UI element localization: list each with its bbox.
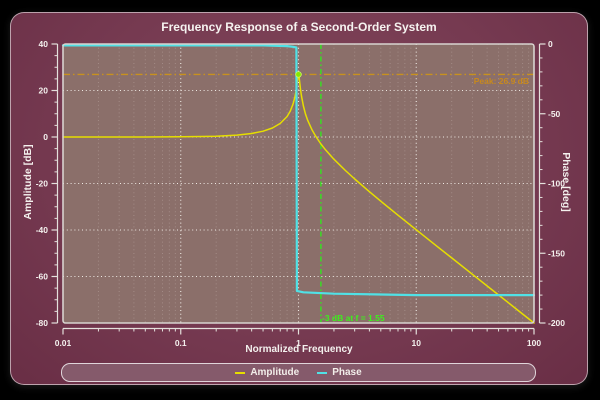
- phase-curve: [61, 44, 536, 297]
- left-tick-label: -20: [36, 179, 49, 189]
- plot-frame: [62, 43, 535, 324]
- x-axis-label: Normalized Frequency: [245, 344, 353, 355]
- left-tick-label: 40: [39, 39, 49, 49]
- amplitude-curve: [62, 73, 535, 324]
- bottom-tick-label: 0.01: [55, 338, 72, 348]
- left-tick-label: -80: [36, 318, 49, 328]
- left-tick-label: 20: [39, 86, 49, 96]
- plot-area: 40 20 0 -20 -40 -60 -80 0 -50 -100 -150 -200 0.01 0.1…: [36, 39, 566, 348]
- right-tick-label: -100: [548, 179, 565, 189]
- legend: Amplitude Phase: [61, 363, 536, 382]
- legend-label-amplitude: Amplitude: [250, 367, 300, 378]
- right-tick-label: -200: [548, 318, 565, 328]
- chart-title: Frequency Response of a Second-Order Sys…: [161, 20, 437, 34]
- left-tick-label: 0: [43, 132, 48, 142]
- right-tick-label: 0: [548, 39, 553, 49]
- cutoff-annotation: -3 dB at f = 1.55: [322, 313, 385, 323]
- left-tick-label: -40: [36, 225, 49, 235]
- right-tick-label: -50: [548, 109, 561, 119]
- phase-line-swatch-icon: [317, 371, 328, 374]
- amplitude-line-swatch-icon: [235, 371, 246, 374]
- legend-label-phase: Phase: [332, 367, 362, 378]
- bottom-tick-label: 10: [412, 338, 422, 348]
- bottom-tick-label: 100: [527, 338, 541, 348]
- peak-marker: [295, 71, 302, 78]
- figure-panel: Frequency Response of a Second-Order Sys…: [10, 12, 588, 385]
- left-tick-label: -60: [36, 272, 49, 282]
- bottom-tick-label: 0.1: [175, 338, 187, 348]
- legend-item-amplitude: Amplitude: [235, 367, 299, 378]
- peak-annotation: Peak: 26.9 dB: [473, 76, 529, 86]
- legend-item-phase: Phase: [317, 367, 362, 378]
- right-tick-label: -150: [548, 248, 565, 258]
- bottom-tick-label: 1: [296, 338, 301, 348]
